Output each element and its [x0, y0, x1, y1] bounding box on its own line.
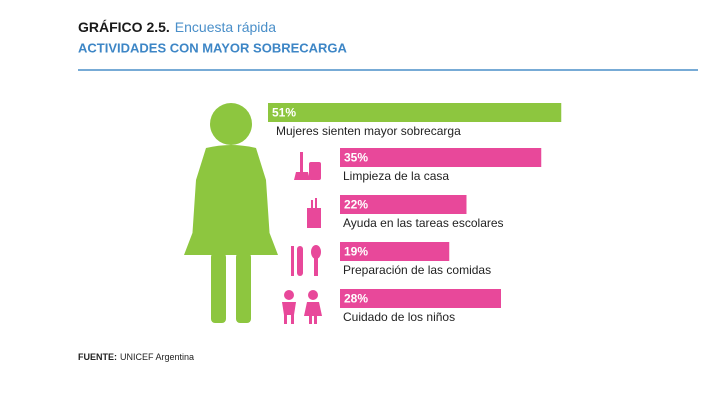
value-label: 22% [344, 198, 368, 212]
activity-icons [282, 152, 322, 324]
woman-icon [184, 103, 278, 323]
category-label: Cuidado de los niños [343, 310, 455, 324]
category-label: Ayuda en las tareas escolares [343, 216, 504, 230]
bar [340, 289, 501, 308]
value-label: 35% [344, 151, 368, 165]
source: UNICEF Argentina [120, 352, 194, 362]
subtitle: ACTIVIDADES CON MAYOR SOBRECARGA [78, 40, 348, 55]
value-label: 19% [344, 245, 368, 259]
source-note: FUENTE: UNICEF Argentina [78, 352, 194, 362]
heading: GRÁFICO 2.5. Encuesta rápida [78, 19, 276, 35]
source-label: FUENTE: [78, 352, 117, 362]
bar [340, 195, 467, 214]
title-note: Encuesta rápida [175, 19, 276, 35]
title: GRÁFICO 2.5. [78, 19, 170, 35]
value-label: 28% [344, 292, 368, 306]
category-label: Mujeres sienten mayor sobrecarga [276, 124, 461, 138]
bar [340, 148, 542, 167]
value-label: 51% [272, 106, 296, 120]
bar [268, 103, 562, 122]
bar [340, 242, 450, 261]
category-label: Limpieza de la casa [343, 169, 449, 183]
category-label: Preparación de las comidas [343, 263, 491, 277]
